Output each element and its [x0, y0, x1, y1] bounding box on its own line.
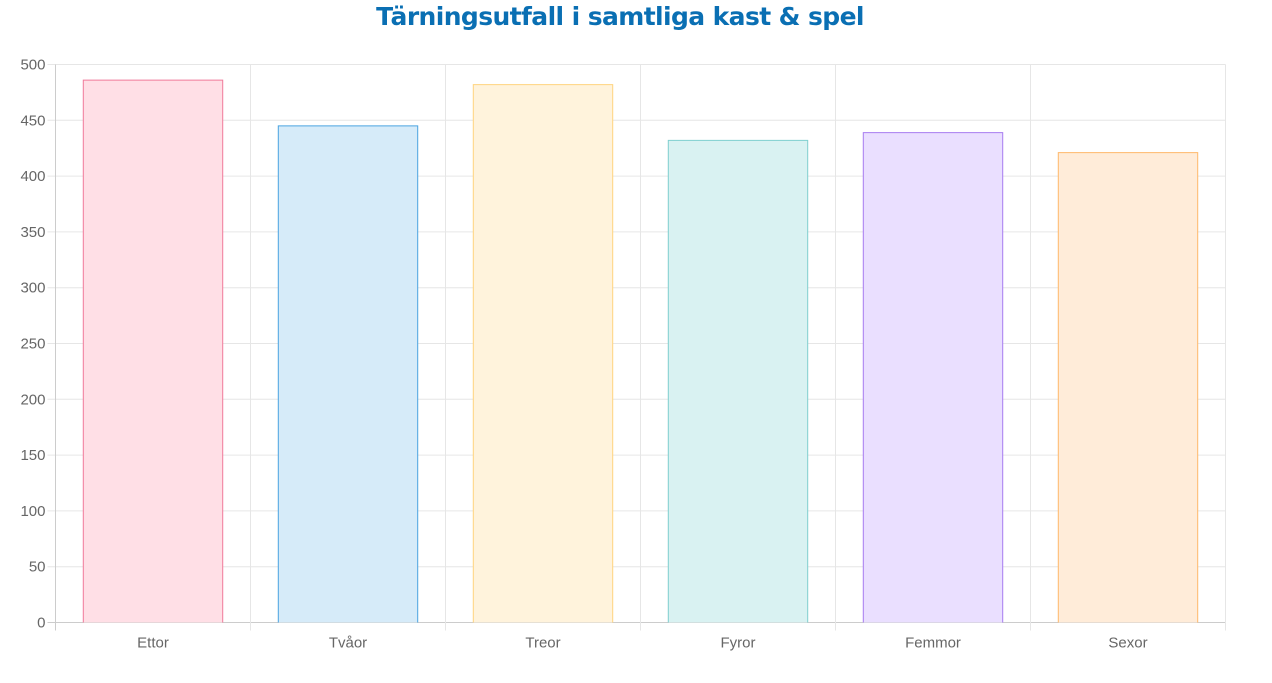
y-tick-label: 300 [20, 280, 45, 297]
bar [1058, 152, 1198, 623]
y-tick-label: 250 [20, 336, 45, 353]
x-tick-label: Femmor [905, 635, 961, 652]
bar-border [277, 125, 419, 623]
bar [83, 80, 223, 623]
bar [278, 125, 418, 623]
bar-border [862, 132, 1004, 623]
x-tick-label: Tvåor [329, 635, 367, 652]
bar [668, 140, 808, 623]
x-tick-label: Treor [525, 635, 560, 652]
x-tick-label: Ettor [137, 635, 169, 652]
bar-border [1057, 152, 1199, 623]
x-tick-label: Fyror [721, 635, 756, 652]
x-tick-label: Sexor [1108, 635, 1147, 652]
bar-border [667, 139, 809, 623]
grid-layer [47, 64, 1226, 631]
bar-border [472, 84, 614, 623]
bar [473, 84, 613, 623]
y-tick-label: 150 [20, 447, 45, 464]
label-layer: 0 50 100 150 200 250 300 350 400 450 500 Ettor Tvåor… [20, 57, 1147, 652]
y-tick-label: 350 [20, 224, 45, 241]
y-tick-label: 400 [20, 168, 45, 185]
y-tick-label: 200 [20, 391, 45, 408]
chart-title: Tärningsutfall i samtliga kast & spel [376, 2, 864, 31]
bar-layer [82, 79, 1199, 623]
bar-border [82, 79, 224, 623]
y-tick-label: 500 [20, 57, 45, 74]
y-tick-label: 450 [20, 112, 45, 129]
y-tick-label: 100 [20, 503, 45, 520]
y-tick-label: 0 [37, 615, 45, 632]
y-tick-label: 50 [29, 559, 46, 576]
bar [863, 132, 1003, 623]
